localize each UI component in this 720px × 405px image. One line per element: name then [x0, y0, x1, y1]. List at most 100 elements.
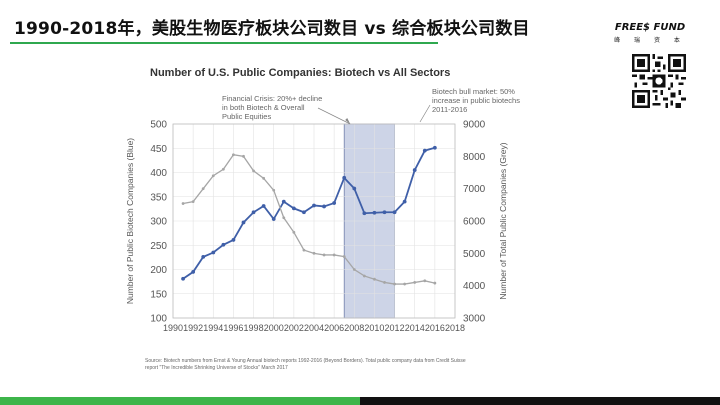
all-sectors-data-point: [262, 176, 266, 180]
biotech-data-point: [231, 238, 236, 242]
biotech-data-point: [322, 204, 326, 209]
all-sectors-data-point: [423, 279, 427, 283]
annotation-arrow: [317, 107, 351, 125]
source-note: Source: Biotech numbers from Ernst & You…: [145, 358, 466, 371]
x-tick-label: 1996: [223, 323, 243, 333]
biotech-data-point: [251, 210, 256, 215]
all-sectors-data-point: [181, 202, 185, 205]
biotech-data-point: [332, 201, 337, 205]
biotech-data-point: [211, 250, 216, 255]
biotech-data-point: [342, 175, 347, 180]
all-sectors-data-point: [312, 251, 316, 255]
annotation-financial-crisis: in both Biotech & Overall: [222, 103, 305, 112]
title-underline: [10, 42, 438, 44]
all-sectors-data-point: [201, 187, 205, 191]
biotech-data-point: [291, 206, 296, 211]
all-sectors-data-point: [191, 200, 195, 204]
annotation-arrowhead: [345, 118, 351, 124]
x-tick-label: 2014: [405, 323, 425, 333]
biotech-data-point: [432, 145, 437, 150]
all-sectors-data-point: [282, 216, 286, 220]
y-left-tick-label: 250: [150, 241, 167, 252]
annotation-bull-market: Biotech bull market: 50%: [432, 87, 515, 96]
biotech-data-point: [422, 148, 427, 153]
annotation-bull-market: increase in public biotechs: [432, 96, 520, 105]
biotech-data-point: [382, 210, 387, 215]
x-tick-label: 2008: [344, 323, 364, 333]
x-tick-label: 1992: [183, 323, 203, 333]
biotech-data-point: [372, 210, 377, 215]
x-tick-label: 2018: [445, 323, 465, 333]
y-left-tick-label: 150: [150, 289, 167, 300]
x-tick-label: 2000: [264, 323, 284, 333]
biotech-data-point: [221, 242, 226, 247]
all-sectors-data-point: [211, 174, 215, 178]
all-sectors-data-point: [242, 154, 245, 158]
all-sectors-data-point: [373, 277, 376, 281]
brand-logo: FREE$ FUND 峰 瑞 资 本: [608, 22, 692, 44]
all-sectors-data-point: [393, 282, 396, 286]
y-left-tick-label: 450: [150, 144, 167, 155]
all-sectors-data-point: [413, 281, 417, 284]
all-sectors-data-point: [292, 230, 296, 234]
all-sectors-data-point: [383, 281, 386, 284]
biotech-data-point: [271, 217, 276, 221]
all-sectors-data-point: [332, 253, 336, 257]
biotech-data-point: [261, 204, 266, 208]
all-sectors-data-point: [232, 153, 235, 157]
x-tick-label: 2006: [324, 323, 344, 333]
y-right-tick-label: 7000: [463, 184, 486, 195]
bottom-dark-bar: [360, 397, 720, 405]
x-tick-label: 2016: [425, 323, 445, 333]
all-sectors-data-point: [221, 167, 225, 171]
y-left-tick-label: 350: [150, 192, 167, 203]
y-right-tick-label: 4000: [463, 281, 486, 292]
y-right-tick-label: 6000: [463, 217, 486, 228]
y-right-tick-label: 8000: [463, 152, 486, 163]
y-right-tick-label: 5000: [463, 249, 486, 260]
all-sectors-data-point: [433, 281, 437, 285]
logo-name: FREE$ FUND: [614, 22, 686, 33]
slide-title: 1990-2018年，美股生物医疗板块公司数目 vs 综合板块公司数目: [14, 19, 530, 39]
y-left-tick-label: 400: [150, 168, 167, 179]
biotech-data-point: [352, 186, 357, 191]
all-sectors-data-point: [302, 248, 306, 252]
chart-title: Number of U.S. Public Companies: Biotech…: [150, 67, 451, 79]
y-right-tick-label: 3000: [463, 314, 486, 325]
y-left-tick-label: 200: [150, 265, 167, 276]
biotech-series-line: [182, 146, 436, 280]
biotech-data-point: [312, 203, 316, 208]
bottom-accent-bar: [0, 397, 360, 405]
all-sectors-series-line: [182, 154, 435, 285]
biotech-data-point: [241, 220, 246, 225]
biotech-data-point: [201, 254, 206, 259]
biotech-data-point: [181, 276, 185, 281]
x-tick-label: 2010: [364, 323, 384, 333]
x-tick-label: 2004: [304, 323, 324, 333]
annotation-financial-crisis: Public Equities: [222, 112, 271, 121]
annotation-arrow: [419, 104, 431, 123]
biotech-data-point: [191, 270, 196, 274]
all-sectors-data-point: [342, 255, 346, 258]
biotech-data-point: [392, 210, 397, 215]
all-sectors-data-point: [352, 268, 356, 271]
plot-frame: [172, 123, 456, 319]
qr-code-icon: [632, 54, 686, 108]
y-left-tick-label: 300: [150, 217, 167, 228]
all-sectors-data-point: [403, 282, 407, 286]
annotation-financial-crisis: Financial Crisis: 20%+ decline: [222, 94, 322, 103]
all-sectors-data-point: [272, 188, 276, 192]
y-left-tick-label: 100: [150, 314, 167, 325]
y-right-tick-label: 9000: [463, 120, 486, 131]
all-sectors-data-point: [362, 274, 366, 278]
biotech-data-point: [402, 199, 407, 204]
y-left-axis-label: Number of Public Biotech Companies (Blue…: [125, 138, 135, 304]
biotech-data-point: [302, 210, 306, 215]
x-tick-label: 2012: [385, 323, 405, 333]
x-tick-label: 1994: [203, 323, 223, 333]
biotech-data-point: [362, 211, 367, 216]
biotech-data-point: [412, 168, 417, 172]
y-right-axis-label: Number of Total Public Companies (Grey): [498, 142, 508, 299]
biotech-data-point: [281, 199, 286, 204]
